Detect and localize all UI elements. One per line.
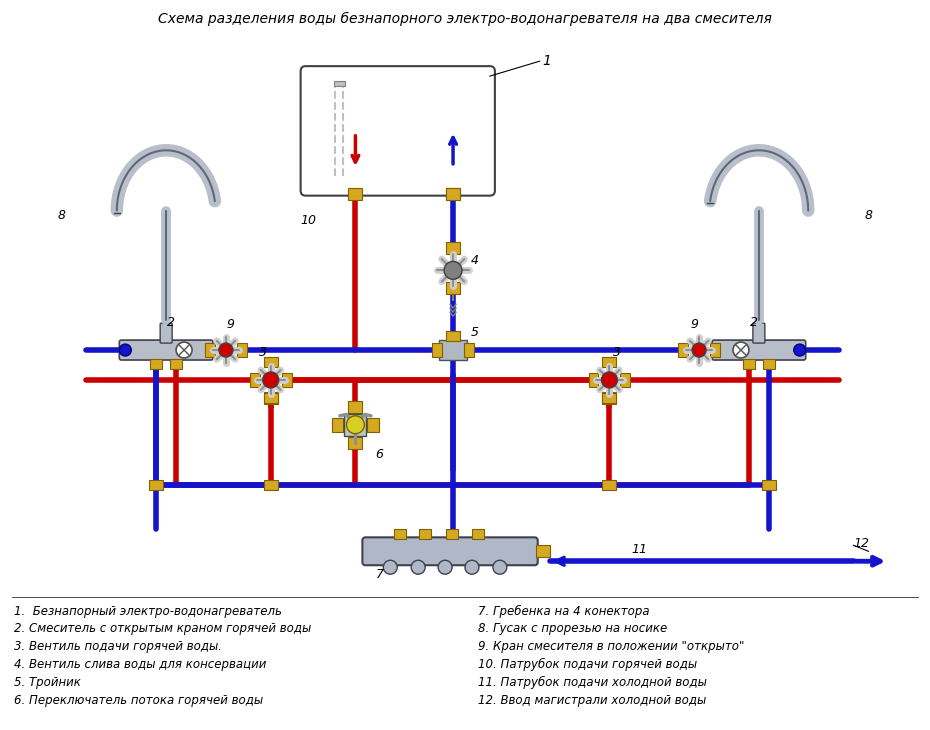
Bar xyxy=(763,359,775,369)
Text: 12: 12 xyxy=(854,537,870,550)
Text: 4. Вентиль слива воды для консервации: 4. Вентиль слива воды для консервации xyxy=(14,658,266,672)
Text: 5: 5 xyxy=(471,326,479,339)
Bar xyxy=(170,359,182,369)
Bar xyxy=(762,480,776,490)
Bar xyxy=(264,480,278,490)
Bar xyxy=(151,359,162,369)
Text: 8: 8 xyxy=(58,209,65,222)
Circle shape xyxy=(176,342,192,358)
FancyBboxPatch shape xyxy=(712,340,805,360)
Text: 11. Патрубок подачи холодной воды: 11. Патрубок подачи холодной воды xyxy=(478,676,707,689)
Bar xyxy=(349,188,363,199)
Bar xyxy=(250,373,259,387)
FancyBboxPatch shape xyxy=(160,323,172,343)
Circle shape xyxy=(347,416,365,434)
Text: 10: 10 xyxy=(300,214,316,227)
Bar xyxy=(446,529,458,539)
Bar xyxy=(334,81,345,86)
FancyBboxPatch shape xyxy=(753,323,764,343)
FancyBboxPatch shape xyxy=(119,340,213,360)
Bar xyxy=(349,401,363,413)
Circle shape xyxy=(465,560,479,575)
Text: 1: 1 xyxy=(543,54,551,68)
Text: 3: 3 xyxy=(259,345,267,358)
Bar xyxy=(711,343,720,357)
Bar xyxy=(349,437,363,449)
Circle shape xyxy=(119,344,131,356)
Circle shape xyxy=(219,343,232,357)
Circle shape xyxy=(411,560,425,575)
Circle shape xyxy=(263,372,279,388)
Text: 8: 8 xyxy=(865,209,872,222)
Bar xyxy=(264,357,278,367)
Text: 8. Гусак с прорезью на носике: 8. Гусак с прорезью на носике xyxy=(478,623,667,636)
Bar xyxy=(264,393,278,403)
Text: 2: 2 xyxy=(167,315,175,328)
Bar xyxy=(603,480,617,490)
Bar xyxy=(282,373,292,387)
Bar xyxy=(589,373,599,387)
Text: Схема разделения воды безнапорного электро-водонагревателя на два смесителя: Схема разделения воды безнапорного элект… xyxy=(158,12,772,26)
Text: 7: 7 xyxy=(377,568,384,580)
Bar xyxy=(446,242,460,255)
FancyBboxPatch shape xyxy=(363,537,538,565)
Bar xyxy=(264,392,278,404)
Bar xyxy=(446,188,460,199)
Bar xyxy=(446,283,460,294)
Bar xyxy=(464,343,474,357)
Bar xyxy=(344,414,366,436)
Text: 3: 3 xyxy=(614,345,621,358)
Bar xyxy=(446,188,460,199)
Circle shape xyxy=(445,261,462,280)
Text: 2. Смеситель с открытым краном горячей воды: 2. Смеситель с открытым краном горячей в… xyxy=(14,623,311,636)
Text: 9: 9 xyxy=(227,318,235,331)
Circle shape xyxy=(793,344,805,356)
Bar xyxy=(446,331,460,341)
Bar xyxy=(205,343,215,357)
Text: 6. Переключатель потока горячей воды: 6. Переключатель потока горячей воды xyxy=(14,694,263,707)
Bar xyxy=(603,392,617,404)
Bar xyxy=(367,418,379,431)
Circle shape xyxy=(383,560,397,575)
Text: 10. Патрубок подачи горячей воды: 10. Патрубок подачи горячей воды xyxy=(478,658,698,672)
Text: 2: 2 xyxy=(750,315,758,328)
Circle shape xyxy=(602,372,618,388)
Text: 5. Тройник: 5. Тройник xyxy=(14,676,81,689)
Text: 4: 4 xyxy=(471,254,479,267)
Bar xyxy=(394,529,406,539)
Bar xyxy=(439,340,467,360)
Bar xyxy=(536,545,550,557)
Bar xyxy=(603,357,617,367)
Bar xyxy=(149,480,163,490)
Bar xyxy=(472,529,484,539)
Text: 11: 11 xyxy=(631,543,647,556)
Text: 9. Кран смесителя в положении "открыто": 9. Кран смесителя в положении "открыто" xyxy=(478,640,744,653)
Bar xyxy=(419,529,432,539)
FancyBboxPatch shape xyxy=(300,66,495,196)
Circle shape xyxy=(692,343,706,357)
Bar xyxy=(620,373,631,387)
Bar xyxy=(331,418,343,431)
Bar xyxy=(678,343,688,357)
Text: 6: 6 xyxy=(376,448,383,461)
Bar xyxy=(237,343,246,357)
Circle shape xyxy=(438,560,452,575)
Text: 7. Гребенка на 4 конектора: 7. Гребенка на 4 конектора xyxy=(478,604,649,618)
Bar xyxy=(603,393,617,403)
Bar xyxy=(743,359,755,369)
Text: 12. Ввод магистрали холодной воды: 12. Ввод магистрали холодной воды xyxy=(478,694,706,707)
Text: 1.  Безнапорный электро-водонагреватель: 1. Безнапорный электро-водонагреватель xyxy=(14,604,282,618)
Circle shape xyxy=(733,342,749,358)
Bar xyxy=(432,343,442,357)
Text: 3. Вентиль подачи горячей воды.: 3. Вентиль подачи горячей воды. xyxy=(14,640,221,653)
Text: 9: 9 xyxy=(690,318,698,331)
Circle shape xyxy=(493,560,507,575)
